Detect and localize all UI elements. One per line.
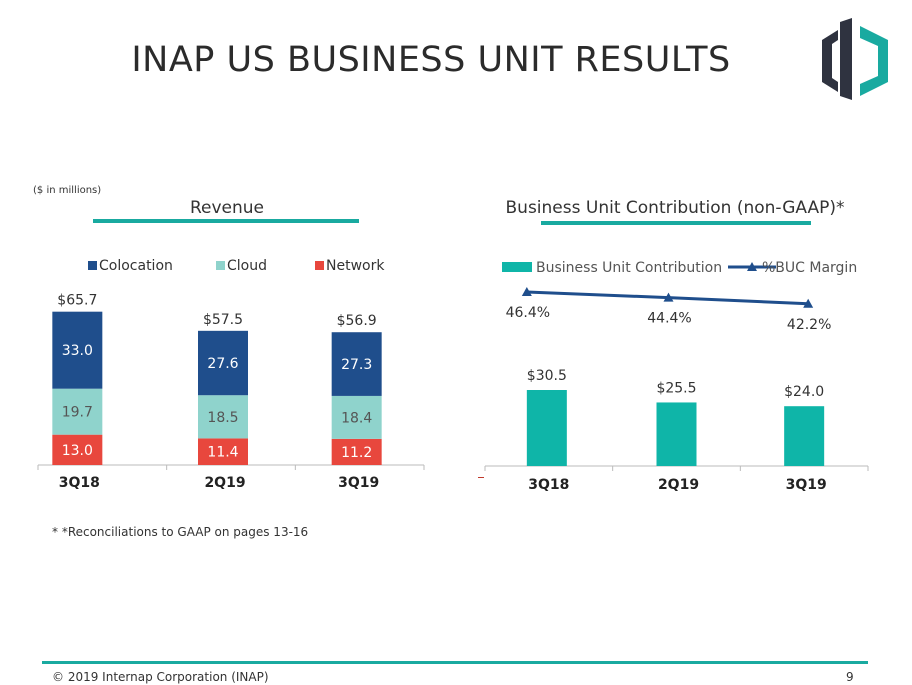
revenue-bar-network-2q19 bbox=[198, 438, 248, 465]
legend-label-cloud: Cloud bbox=[227, 258, 267, 274]
revenue-total-label: $56.9 bbox=[337, 313, 377, 329]
gaap-footnote: * *Reconciliations to GAAP on pages 13-1… bbox=[52, 525, 309, 539]
buc-bar-label: $25.5 bbox=[656, 380, 696, 396]
footer-copyright: © 2019 Internap Corporation (INAP) bbox=[52, 670, 269, 684]
revenue-bar-colocation-3q18 bbox=[52, 311, 103, 389]
revenue-chart-title: Revenue bbox=[189, 198, 265, 218]
revenue-total-label: $57.5 bbox=[203, 312, 243, 328]
buc-bar-label: $30.5 bbox=[527, 368, 567, 384]
margin-data-label: 46.4% bbox=[506, 305, 550, 321]
revenue-data-label: 19.7 bbox=[62, 405, 93, 421]
legend-swatch-cloud bbox=[216, 261, 225, 270]
buc-bar-label: $24.0 bbox=[784, 384, 824, 400]
revenue-data-label: 33.0 bbox=[62, 343, 93, 359]
buc-category-label: 2Q19 bbox=[658, 477, 699, 493]
revenue-total-label: $65.7 bbox=[57, 293, 97, 309]
revenue-bar-cloud-2q19 bbox=[198, 395, 248, 439]
revenue-bar-colocation-2q19 bbox=[198, 330, 248, 396]
revenue-bar-cloud-3q18 bbox=[52, 388, 103, 435]
revenue-title-underline bbox=[93, 219, 359, 223]
legend-swatch-colocation bbox=[88, 261, 97, 270]
revenue-category-label: 3Q18 bbox=[59, 475, 100, 491]
legend-label-network: Network bbox=[326, 258, 385, 274]
revenue-bar-colocation-3q19 bbox=[331, 332, 382, 396]
stray-mark bbox=[478, 477, 484, 478]
footer-rule bbox=[42, 661, 868, 664]
revenue-category-label: 3Q19 bbox=[338, 475, 379, 491]
buc-chart: Business Unit Contribution %BUC Margin $30… bbox=[484, 260, 869, 493]
legend-swatch-buc bbox=[502, 262, 532, 272]
revenue-category-label: 2Q19 bbox=[204, 475, 245, 491]
margin-data-label: 42.2% bbox=[787, 317, 831, 333]
buc-title-underline bbox=[541, 221, 811, 225]
units-note: ($ in millions) bbox=[33, 185, 102, 196]
revenue-data-label: 27.6 bbox=[207, 356, 238, 372]
revenue-bar-network-3q18 bbox=[52, 434, 103, 465]
legend-label-colocation: Colocation bbox=[99, 258, 173, 274]
revenue-chart: Colocation Cloud Network 13.0 19.7 33.0 $65.7 3… bbox=[37, 258, 425, 491]
legend-swatch-margin-marker bbox=[747, 262, 757, 271]
legend-label-margin: %BUC Margin bbox=[762, 260, 857, 276]
buc-bar-2q19 bbox=[656, 402, 697, 466]
buc-chart-title: Business Unit Contribution (non-GAAP)* bbox=[505, 198, 845, 218]
margin-marker bbox=[803, 298, 814, 308]
margin-marker bbox=[521, 287, 532, 296]
revenue-data-label: 11.4 bbox=[207, 445, 238, 461]
legend-label-buc: Business Unit Contribution bbox=[536, 260, 722, 276]
legend-swatch-network bbox=[315, 261, 324, 270]
revenue-data-label: 18.4 bbox=[341, 410, 372, 426]
buc-category-label: 3Q19 bbox=[786, 477, 827, 493]
buc-category-label: 3Q18 bbox=[528, 477, 569, 493]
page-title: INAP US BUSINESS UNIT RESULTS bbox=[131, 40, 731, 80]
revenue-data-label: 13.0 bbox=[62, 443, 93, 459]
revenue-data-label: 11.2 bbox=[341, 445, 372, 461]
buc-bar-3q18 bbox=[526, 390, 567, 466]
inap-logo-icon bbox=[822, 18, 888, 100]
revenue-bar-cloud-3q19 bbox=[331, 395, 382, 439]
page-number: 9 bbox=[846, 670, 854, 684]
revenue-bar-network-3q19 bbox=[331, 438, 382, 465]
margin-data-label: 44.4% bbox=[647, 311, 691, 327]
margin-marker bbox=[663, 292, 674, 302]
buc-bar-3q19 bbox=[784, 406, 825, 466]
revenue-data-label: 18.5 bbox=[207, 410, 238, 426]
revenue-data-label: 27.3 bbox=[341, 357, 372, 373]
